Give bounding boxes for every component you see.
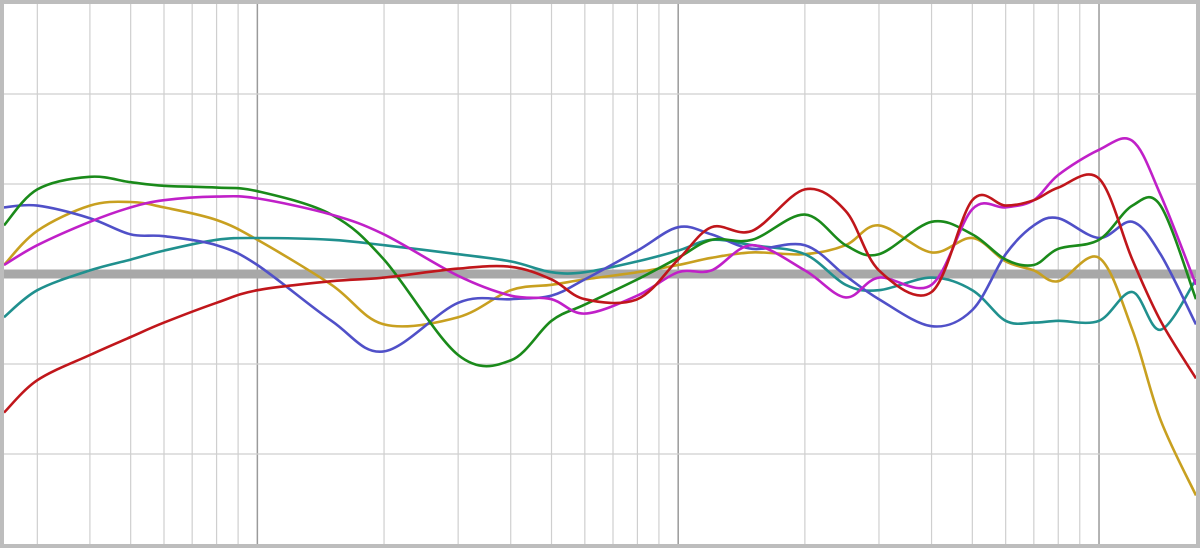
response-curve [3, 136, 1198, 315]
curves [3, 136, 1198, 496]
response-curve [3, 203, 1198, 353]
response-curve [3, 173, 1198, 414]
response-curve [3, 200, 1198, 496]
grid [4, 4, 1196, 544]
